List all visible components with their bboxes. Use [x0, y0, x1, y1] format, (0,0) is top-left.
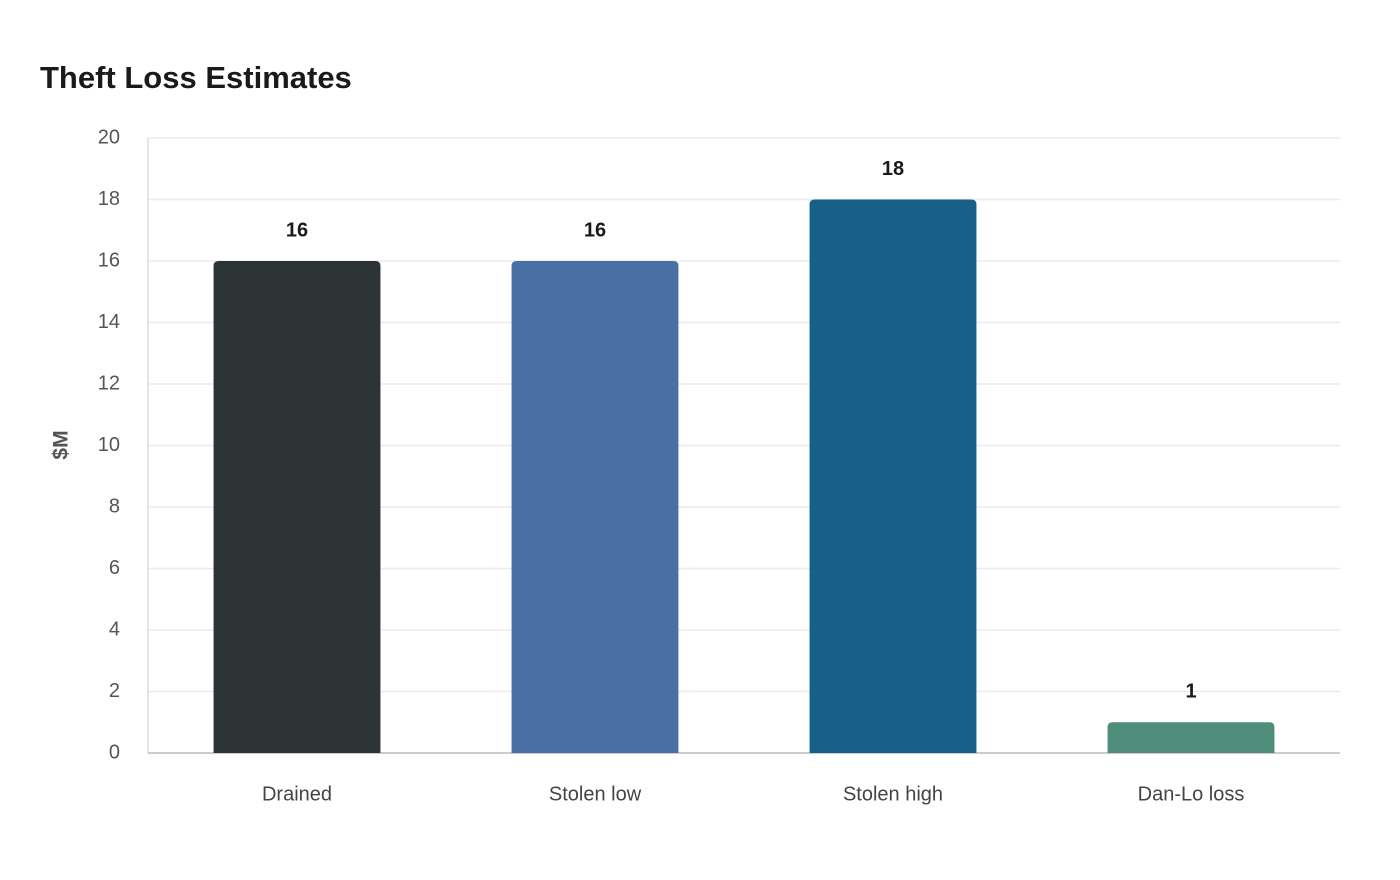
y-tick-label: 2: [109, 680, 120, 702]
y-tick-label: 16: [98, 249, 120, 271]
y-tick-label: 8: [109, 495, 120, 517]
bar: [1107, 722, 1275, 753]
value-label: 18: [882, 158, 904, 180]
y-tick-label: 4: [109, 618, 120, 640]
y-axis-label: $M: [50, 430, 73, 459]
x-tick-label: Dan-Lo loss: [1138, 783, 1245, 805]
y-tick-label: 18: [98, 188, 120, 210]
y-tick-label: 12: [98, 372, 120, 394]
bar: [511, 261, 679, 753]
x-tick-label: Drained: [262, 783, 332, 805]
value-label: 16: [286, 219, 308, 241]
y-tick-label: 20: [98, 126, 120, 148]
bar: [809, 199, 977, 753]
y-tick-label: 14: [98, 311, 120, 333]
x-tick-label: Stolen low: [549, 783, 642, 805]
chart-title: Theft Loss Estimates: [40, 60, 352, 95]
value-label: 16: [584, 219, 606, 241]
bar: [213, 261, 381, 753]
y-tick-label: 10: [98, 434, 120, 456]
y-tick-label: 0: [109, 741, 120, 763]
y-tick-label: 6: [109, 557, 120, 579]
x-tick-label: Stolen high: [843, 783, 943, 805]
value-label: 1: [1185, 681, 1196, 703]
